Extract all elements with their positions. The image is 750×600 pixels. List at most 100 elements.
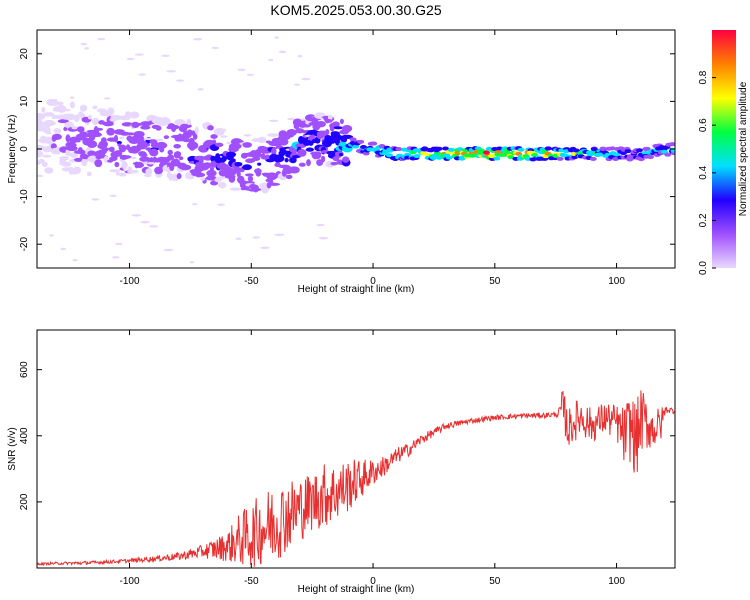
spectrogram-cell — [395, 147, 403, 152]
spectrogram-cell — [341, 134, 354, 139]
spectrogram-cell — [643, 146, 651, 151]
spectrogram-cell — [76, 126, 85, 133]
spectrogram-cell — [272, 154, 285, 163]
spectrogram-cell — [73, 114, 80, 122]
spectrogram-cell — [237, 139, 244, 144]
spectrogram-cell — [93, 127, 104, 131]
spectrogram-cell — [80, 42, 87, 46]
spectrogram-cell — [311, 151, 322, 160]
spectrogram-cell — [41, 106, 46, 113]
spectrogram-cell — [624, 149, 632, 154]
spectrogram-cell — [53, 128, 62, 134]
spectrogram-cell — [155, 141, 168, 149]
colorbar-tick-label: 0.8 — [698, 70, 709, 84]
spectrogram-cell — [463, 153, 471, 158]
spectrogram-cell — [217, 181, 227, 189]
spectrogram-cell — [49, 234, 54, 237]
snr-xtick-label: 50 — [489, 576, 501, 587]
spectrogram-cell — [219, 128, 227, 132]
snr-xtick-label: 100 — [608, 576, 625, 587]
spectrogram-ytick-label: -10 — [19, 189, 30, 204]
spectrogram-cell — [278, 50, 287, 54]
spectrogram-cell — [79, 104, 88, 112]
spectrogram-cell — [186, 118, 192, 126]
snr-ticks: -100 -50 0 50 100 200 400 600 — [19, 330, 675, 587]
spectrogram-cell — [127, 169, 139, 174]
spectrogram-cell — [304, 114, 317, 122]
spectrogram-cell — [113, 150, 123, 157]
spectrogram-cell — [173, 144, 181, 149]
spectrogram-cell — [65, 113, 76, 121]
spectrogram-cell — [118, 144, 127, 153]
spectrogram-cell — [138, 151, 147, 156]
spectrogram-cell — [193, 38, 203, 41]
snr-ytick-label: 400 — [19, 427, 30, 444]
spectrogram-cell — [294, 83, 301, 86]
spectrogram-cell — [145, 142, 150, 147]
spectrogram-cell — [86, 171, 92, 177]
spectrogram-cell — [139, 156, 151, 162]
spectrogram-marks — [37, 36, 675, 264]
spectrogram-cell — [108, 146, 115, 153]
spectrogram-cell — [242, 164, 252, 171]
spectrogram-cell — [378, 144, 386, 149]
spectrogram-cell — [217, 203, 226, 206]
spectrogram-cell — [357, 139, 365, 144]
spectrogram-cell — [192, 202, 198, 206]
spectrogram-cell — [140, 125, 151, 130]
spectrogram-cell — [269, 119, 279, 122]
spectrogram-cell — [237, 68, 246, 71]
spectrogram-cell — [112, 256, 120, 259]
spectrogram-cell — [226, 154, 234, 161]
spectrogram-cell — [242, 142, 252, 148]
snr-ylabel: SNR (v/v) — [7, 427, 18, 470]
spectrogram-cell — [104, 97, 111, 100]
spectrogram-cell — [234, 161, 243, 167]
spectrogram-cell — [126, 57, 135, 61]
spectrogram-cell — [301, 77, 311, 81]
snr-xlabel: Height of straight line (km) — [298, 584, 415, 595]
spectrogram-cell — [298, 162, 306, 167]
spectrogram-cell — [200, 177, 206, 181]
spectrogram-cell — [352, 144, 360, 149]
spectrogram-cell — [206, 169, 217, 177]
spectrogram-cell — [84, 47, 90, 50]
spectrogram-cell — [72, 166, 81, 175]
spectrogram-cell — [544, 146, 552, 151]
spectrogram-cell — [56, 101, 64, 106]
spectrogram-cell — [86, 140, 98, 148]
spectrogram-cell — [72, 259, 78, 262]
spectrogram-cell — [266, 172, 278, 181]
spectrogram-cell — [116, 141, 122, 145]
spectrogram-cell — [268, 182, 281, 186]
spectrogram-cell — [556, 156, 564, 161]
spectrogram-cell — [320, 155, 326, 163]
spectrogram-cell — [445, 155, 453, 160]
colorbar-tick-label: 0.0 — [698, 261, 709, 275]
spectrogram-cell — [647, 154, 655, 159]
spectrogram-cell — [599, 147, 607, 152]
spectrogram-cell — [43, 112, 55, 117]
spectrogram-cell — [113, 134, 119, 143]
spectrogram-cell — [179, 164, 192, 171]
spectrogram-cell — [517, 147, 525, 152]
spectrogram-cell — [134, 161, 145, 169]
spectrogram-cell — [138, 73, 147, 76]
spectrogram-cell — [121, 161, 128, 169]
spectrogram-cell — [64, 121, 74, 129]
spectrogram-cell — [306, 159, 311, 167]
spectrogram-cell — [144, 174, 152, 178]
spectrogram-cell — [74, 157, 84, 162]
spectrogram-cell — [235, 237, 242, 240]
spectrogram-cell — [167, 149, 173, 156]
snr-frame — [36, 329, 676, 569]
spectrogram-cell — [163, 135, 170, 140]
spectrogram-cell — [274, 36, 279, 39]
spectrogram-cell — [118, 172, 127, 177]
spectrogram-cell — [133, 130, 145, 138]
spectrogram-cell — [130, 156, 137, 160]
spectrogram-cell — [247, 175, 254, 182]
spectrogram-cell — [349, 137, 357, 142]
spectrogram-cell — [488, 154, 496, 159]
spectrogram-cell — [297, 55, 303, 58]
